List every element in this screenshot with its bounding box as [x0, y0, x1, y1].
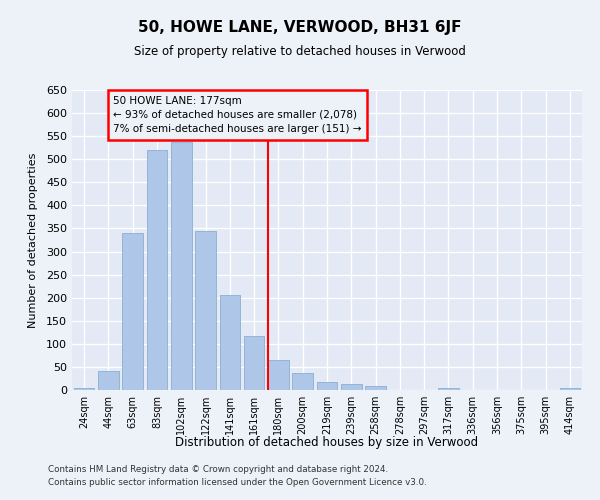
Bar	[292, 374, 313, 390]
Bar	[98, 370, 119, 390]
Text: Size of property relative to detached houses in Verwood: Size of property relative to detached ho…	[134, 45, 466, 58]
Bar	[365, 386, 386, 390]
Bar	[171, 142, 191, 390]
Bar	[438, 388, 459, 390]
Text: 50 HOWE LANE: 177sqm
← 93% of detached houses are smaller (2,078)
7% of semi-det: 50 HOWE LANE: 177sqm ← 93% of detached h…	[113, 96, 362, 134]
Text: Distribution of detached houses by size in Verwood: Distribution of detached houses by size …	[175, 436, 479, 449]
Bar	[195, 231, 216, 390]
Text: Contains HM Land Registry data © Crown copyright and database right 2024.: Contains HM Land Registry data © Crown c…	[48, 466, 388, 474]
Bar	[74, 388, 94, 390]
Bar	[341, 384, 362, 390]
Bar	[146, 150, 167, 390]
Bar	[317, 382, 337, 390]
Bar	[244, 336, 265, 390]
Bar	[268, 360, 289, 390]
Bar	[220, 295, 240, 390]
Text: 50, HOWE LANE, VERWOOD, BH31 6JF: 50, HOWE LANE, VERWOOD, BH31 6JF	[138, 20, 462, 35]
Bar	[560, 388, 580, 390]
Bar	[122, 233, 143, 390]
Text: Contains public sector information licensed under the Open Government Licence v3: Contains public sector information licen…	[48, 478, 427, 487]
Y-axis label: Number of detached properties: Number of detached properties	[28, 152, 38, 328]
